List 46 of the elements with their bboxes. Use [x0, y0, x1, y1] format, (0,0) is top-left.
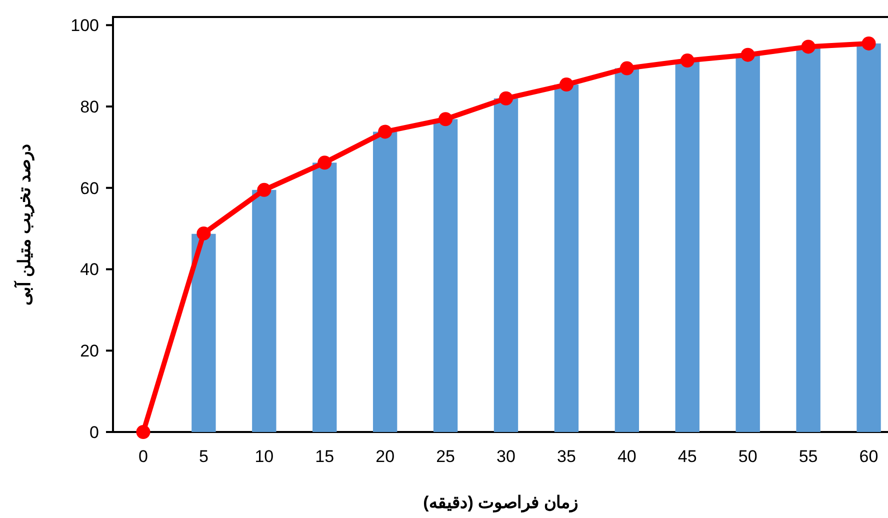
point — [559, 78, 574, 92]
x-tick-label: 40 — [617, 447, 636, 466]
x-tick-label: 50 — [738, 447, 758, 466]
point — [378, 124, 392, 139]
x-tick-label: 10 — [254, 447, 274, 466]
point — [136, 425, 150, 439]
x-tick-label: 5 — [198, 447, 208, 466]
point — [680, 54, 694, 68]
bar — [494, 98, 518, 432]
bar — [675, 60, 700, 432]
point — [318, 156, 332, 170]
point — [862, 36, 876, 50]
bar — [796, 46, 820, 432]
y-tick-label: 40 — [80, 260, 99, 280]
y-tick-label: 80 — [80, 97, 99, 116]
x-tick-label: 0 — [138, 447, 148, 466]
point — [196, 226, 211, 240]
point — [740, 48, 755, 62]
point — [801, 40, 816, 54]
x-tick-label: 25 — [436, 447, 455, 466]
bar — [252, 190, 276, 432]
bar — [614, 68, 640, 432]
y-axis-title: درصد تخریب متیلن آبی — [13, 143, 35, 306]
bar — [554, 84, 579, 432]
x-tick-label: 15 — [315, 447, 334, 466]
point — [257, 182, 272, 197]
x-tick-label: 30 — [496, 447, 516, 466]
point — [438, 112, 453, 126]
x-tick-label: 55 — [798, 447, 818, 466]
bar — [192, 234, 216, 432]
y-tick-label: 20 — [80, 342, 99, 361]
bar — [856, 43, 881, 432]
bar — [433, 119, 458, 432]
x-tick-label: 60 — [859, 447, 878, 466]
bar — [736, 54, 760, 432]
x-tick-label: 35 — [557, 447, 576, 466]
point — [620, 61, 634, 76]
y-tick-label: 60 — [80, 178, 99, 198]
y-tick-label: 100 — [70, 16, 99, 36]
y-tick-label: 0 — [90, 422, 99, 442]
bar — [312, 162, 337, 432]
x-axis-title: زمان فراصوت (دقیقه) — [423, 493, 578, 513]
x-tick-label: 45 — [678, 447, 697, 466]
point — [499, 91, 513, 106]
bar — [372, 132, 398, 432]
x-tick-label: 20 — [376, 447, 395, 466]
